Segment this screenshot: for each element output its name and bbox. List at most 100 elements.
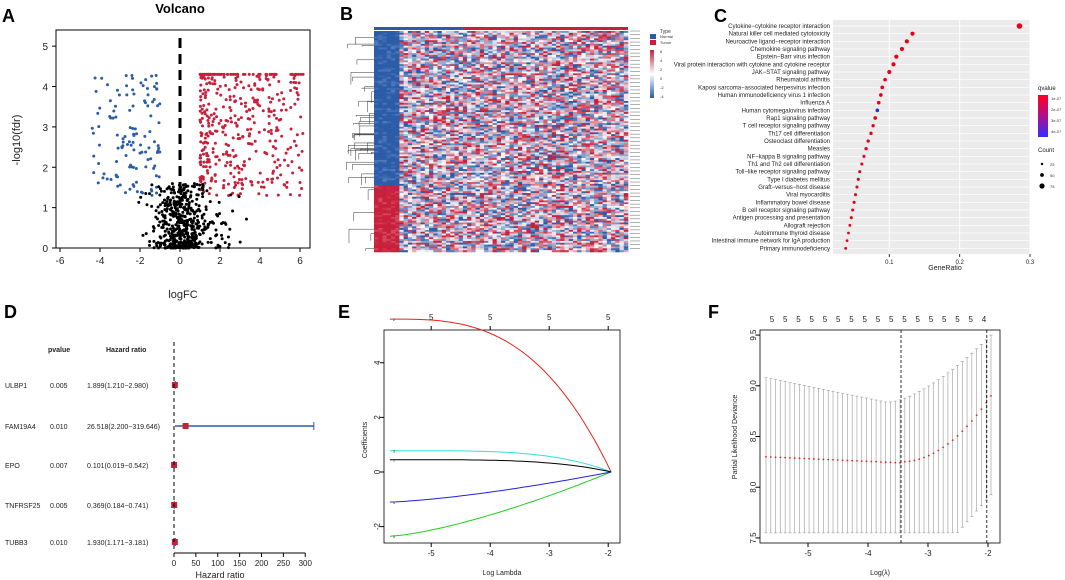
heatmap-cell (620, 40, 625, 42)
volcano-point-up (285, 186, 288, 189)
heatmap-cell (505, 77, 510, 79)
heatmap-cell (442, 125, 447, 127)
heatmap-cell (590, 116, 595, 118)
heatmap-cell (425, 123, 430, 125)
heatmap-cell (552, 112, 557, 114)
heatmap-cell (505, 107, 510, 109)
heatmap-cell (446, 70, 451, 72)
heatmap-cell (450, 68, 455, 70)
heatmap-cell (425, 37, 430, 39)
heatmap-cell (526, 130, 531, 132)
heatmap-cell (573, 48, 578, 50)
heatmap-cell (526, 103, 531, 105)
heatmap-cell (382, 33, 387, 35)
heatmap-cell (471, 119, 476, 121)
volcano-point-ns (227, 236, 230, 239)
heatmap-cell (577, 49, 582, 51)
heatmap-cell (543, 108, 548, 110)
volcano-xtick-label: -6 (56, 256, 65, 267)
heatmap-cell (607, 118, 612, 120)
heatmap-cell (378, 147, 383, 149)
volcano-point-ns (183, 224, 186, 227)
heatmap-cell (501, 53, 506, 55)
heatmap-cell (611, 110, 616, 112)
heatmap-cell (586, 110, 591, 112)
heatmap-cell (514, 118, 519, 120)
heatmap-cell (467, 119, 472, 121)
volcano-point-up (247, 84, 250, 87)
heatmap-cell (560, 101, 565, 103)
heatmap-cell (497, 99, 502, 101)
heatmap-cell (387, 62, 392, 64)
heatmap-cell (454, 145, 459, 147)
heatmap-cell (598, 116, 603, 118)
volcano-point-up (237, 118, 240, 121)
heatmap-cell (598, 110, 603, 112)
volcano-point-up (261, 181, 264, 184)
volcano-xlabel: logFC (168, 289, 197, 301)
heatmap-cell (607, 101, 612, 103)
heatmap-cell (395, 81, 400, 83)
heatmap-cell (459, 57, 464, 59)
heatmap-cell (514, 66, 519, 68)
volcano-point-down (155, 191, 158, 194)
heatmap-cell (586, 136, 591, 138)
heatmap-cell (480, 72, 485, 74)
heatmap-cell (497, 105, 502, 107)
heatmap-cell (620, 64, 625, 66)
volcano-point-ns (170, 191, 173, 194)
heatmap-cell (484, 101, 489, 103)
heatmap-cell (463, 81, 468, 83)
heatmap-cell (421, 33, 426, 35)
heatmap-cell (463, 86, 468, 88)
heatmap-cell (454, 48, 459, 50)
heatmap-cell (569, 62, 574, 64)
heatmap-cell (442, 68, 447, 70)
heatmap-cell (416, 35, 421, 37)
heatmap-cell (620, 42, 625, 44)
heatmap-cell (471, 147, 476, 149)
volcano-point-up (270, 132, 273, 135)
heatmap-cell (514, 37, 519, 39)
heatmap-cell (526, 66, 531, 68)
heatmap-cell (476, 77, 481, 79)
volcano-point-ns (182, 220, 185, 223)
heatmap-cell (594, 129, 599, 131)
heatmap-cell (480, 77, 485, 79)
heatmap-cell (590, 46, 595, 48)
heatmap-cell (526, 48, 531, 50)
heatmap-cell (522, 55, 527, 57)
heatmap-cell (531, 132, 536, 134)
heatmap-cell (412, 94, 417, 96)
heatmap-cell (484, 83, 489, 85)
heatmap-cell (581, 118, 586, 120)
heatmap-cell (454, 86, 459, 88)
volcano-point-up (199, 163, 202, 166)
heatmap-cell (607, 112, 612, 114)
heatmap-cell (463, 134, 468, 136)
heatmap-cell (518, 60, 523, 62)
heatmap-cell (378, 84, 383, 86)
volcano-point-down (149, 114, 152, 117)
heatmap-cell (522, 68, 527, 70)
heatmap-cell (493, 62, 498, 64)
heatmap-cells (374, 27, 628, 252)
heatmap-cell (577, 38, 582, 40)
heatmap-cell (518, 33, 523, 35)
heatmap-cell (446, 123, 451, 125)
heatmap-cell (590, 103, 595, 105)
heatmap-cell (586, 92, 591, 94)
heatmap-cell (404, 143, 409, 145)
volcano-point-up (224, 133, 227, 136)
heatmap-cell (438, 112, 443, 114)
volcano-point-up (279, 173, 282, 176)
heatmap-cell (476, 143, 481, 145)
heatmap-cell (421, 90, 426, 92)
heatmap-cell (378, 123, 383, 125)
heatmap-cell (408, 51, 413, 53)
heatmap-cell (556, 92, 561, 94)
heatmap-cell (471, 73, 476, 75)
heatmap-cell (484, 79, 489, 81)
volcano-point-down (125, 84, 128, 87)
heatmap-cell (488, 77, 493, 79)
